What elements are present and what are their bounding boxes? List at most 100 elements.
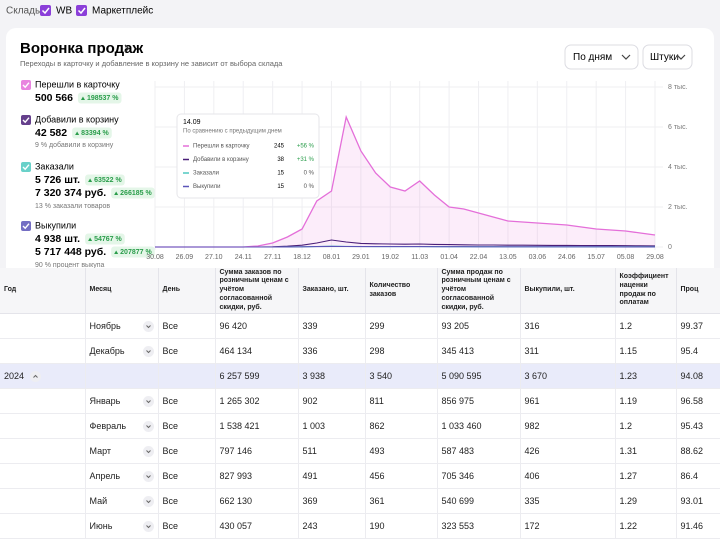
period-select[interactable] xyxy=(564,44,639,70)
cell-text: Январь xyxy=(89,396,121,406)
y-tick-label: 8 тыс. xyxy=(668,84,688,91)
unit-select-text: Штуки xyxy=(650,52,679,63)
cell-text: Апрель xyxy=(89,471,121,481)
chevron-down xyxy=(145,424,151,428)
cell-text: Все xyxy=(162,521,179,531)
chevron-down xyxy=(145,499,151,503)
metric-value: 4 938 шт. xyxy=(35,233,80,245)
table-cell: Все xyxy=(158,388,216,414)
column-header: Выкупили, шт. xyxy=(520,268,616,314)
data-table: Год Месяц День Сумма заказов по розничным ц… xyxy=(0,268,720,539)
table-cell: 243 xyxy=(298,513,366,539)
expand-toggle[interactable] xyxy=(142,320,154,332)
x-tick-label: 11.03 xyxy=(411,254,428,261)
y-tick-label: 6 тыс. xyxy=(668,124,688,131)
cell-text: 1 265 302 xyxy=(219,396,260,406)
table-cell xyxy=(158,363,216,389)
metric-checkbox[interactable] xyxy=(21,80,31,90)
table-cell: 511 xyxy=(298,438,366,464)
table-cell: 982 xyxy=(520,413,616,439)
table-cell: 464 134 xyxy=(215,338,299,364)
metric-checkbox[interactable] xyxy=(21,221,31,231)
table-cell: 336 xyxy=(298,338,366,364)
change-badge xyxy=(72,127,112,139)
table-cell: Все xyxy=(158,438,216,464)
metric-checkbox[interactable] xyxy=(21,115,31,125)
x-tick-label: 24.11 xyxy=(235,254,252,261)
cell-text: 406 xyxy=(524,471,540,481)
cell-text: 1.27 xyxy=(619,471,638,481)
cell-text: 1 003 xyxy=(302,421,326,431)
change-badge xyxy=(77,92,122,104)
cell-text: 3 670 xyxy=(524,371,548,381)
table-cell: Все xyxy=(158,338,216,364)
column-header: Количество заказов xyxy=(365,268,438,314)
chevron-down xyxy=(145,349,151,353)
x-tick-label: 29.08 xyxy=(646,254,664,261)
cell-text: 511 xyxy=(302,446,317,456)
x-tick-label: 30.08 xyxy=(146,254,164,261)
title-chevron[interactable] xyxy=(124,44,130,53)
table-cell: Ноябрь xyxy=(85,313,159,339)
cell-text: 94.08 xyxy=(680,371,704,381)
check-icon xyxy=(22,82,30,89)
metric-checkbox[interactable] xyxy=(21,162,31,172)
table-cell: 456 xyxy=(365,463,438,489)
table-cell: 93 205 xyxy=(437,313,521,339)
expand-toggle[interactable] xyxy=(142,445,154,457)
select-chevron xyxy=(676,54,686,60)
tooltip-change: +31 % xyxy=(297,157,315,163)
dashboard-top: Склады: WB Маркетплейс Воронка продаж Пе… xyxy=(0,0,720,268)
expand-toggle[interactable] xyxy=(142,420,154,432)
table-row: Июнь Все 430 057 243 190 323 553 172 1.22 91.46 xyxy=(0,513,720,539)
cell-text: 336 xyxy=(302,346,318,356)
tooltip-value: 15 xyxy=(277,184,284,190)
series-area xyxy=(155,117,655,247)
cell-text: 1.23 xyxy=(619,371,638,381)
cell-text: 172 xyxy=(524,521,540,531)
table-cell: 491 xyxy=(298,463,366,489)
table-cell: 1 265 302 xyxy=(215,388,299,414)
table-row: Декабрь Все 464 134 336 298 345 413 311 1.15 95.… xyxy=(0,338,720,364)
cell-text: 1.22 xyxy=(619,521,638,531)
table-cell: 1.2 xyxy=(615,413,677,439)
table-cell xyxy=(85,363,159,389)
table-cell: 96 420 xyxy=(215,313,299,339)
cell-with-toggle: Апрель xyxy=(89,470,154,482)
cell-text: 426 xyxy=(524,446,540,456)
table-cell: 86.4 xyxy=(676,463,720,489)
up-arrow xyxy=(88,237,93,241)
tooltip-date: 14.09 xyxy=(183,119,201,126)
metric-note: 13 % заказали товаров xyxy=(35,203,110,210)
unit-select[interactable] xyxy=(642,44,693,70)
table-cell: 662 130 xyxy=(215,488,299,514)
table-cell: 96.58 xyxy=(676,388,720,414)
check-icon xyxy=(22,164,30,171)
metric-change: 83394 % xyxy=(81,130,109,137)
cell-text: 299 xyxy=(369,321,385,331)
cell-with-toggle: Март xyxy=(90,445,154,457)
cell-text: 982 xyxy=(524,421,540,431)
cell-text: 95.43 xyxy=(680,421,704,431)
checkbox[interactable] xyxy=(76,5,87,16)
cell-text: Декабрь xyxy=(89,346,125,356)
table-cell: Июнь xyxy=(85,513,159,539)
expand-toggle[interactable] xyxy=(142,520,154,532)
table-cell: 88.62 xyxy=(676,438,720,464)
cell-text: 243 xyxy=(302,521,318,531)
up-arrow xyxy=(114,191,119,195)
expand-toggle[interactable] xyxy=(142,345,154,357)
expand-toggle[interactable] xyxy=(142,395,154,407)
x-tick-label: 05.08 xyxy=(617,254,635,261)
table-cell: 6 257 599 xyxy=(215,363,299,389)
expand-toggle[interactable] xyxy=(142,495,154,507)
table-cell: 95.43 xyxy=(676,413,720,439)
cell-with-toggle: Ноябрь xyxy=(90,320,154,332)
expand-toggle[interactable] xyxy=(30,370,42,382)
chevron-down xyxy=(145,449,151,453)
checkbox[interactable] xyxy=(40,5,51,16)
table-cell: 797 146 xyxy=(215,438,299,464)
expand-toggle[interactable] xyxy=(142,470,154,482)
table-cell: Все xyxy=(158,488,216,514)
